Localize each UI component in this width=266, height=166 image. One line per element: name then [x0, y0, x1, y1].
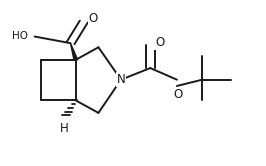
Text: H: H — [60, 122, 69, 135]
Text: O: O — [89, 12, 98, 25]
Text: HO: HO — [12, 31, 28, 41]
Text: O: O — [174, 88, 183, 101]
Polygon shape — [70, 43, 78, 60]
Text: O: O — [155, 36, 164, 49]
Text: N: N — [117, 73, 125, 86]
